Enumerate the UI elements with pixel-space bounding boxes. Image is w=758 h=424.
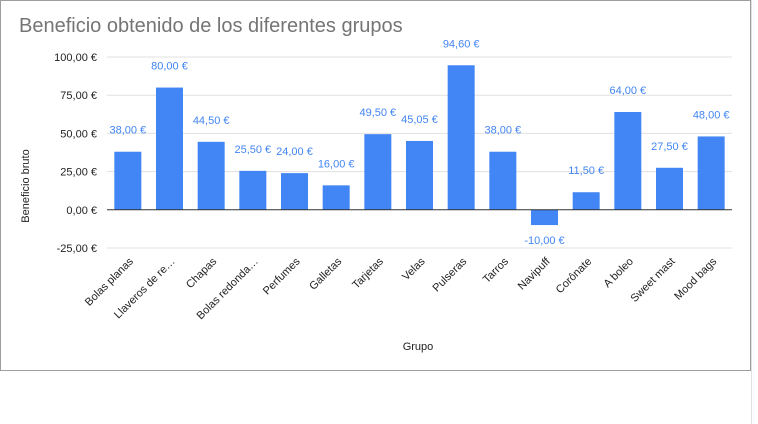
x-tick-label: Corônate — [554, 256, 594, 296]
data-label: 45,05 € — [401, 114, 438, 126]
y-tick-label: -25,00 € — [57, 243, 97, 255]
data-label: 80,00 € — [151, 61, 188, 73]
data-label: 11,50 € — [568, 165, 604, 177]
data-label: 64,00 € — [609, 85, 646, 97]
bar — [197, 141, 225, 210]
bar — [114, 151, 142, 210]
data-label: 38,00 € — [109, 125, 146, 137]
bar — [572, 192, 600, 210]
bar — [447, 65, 475, 210]
x-tick-label: Pulseras — [431, 255, 470, 294]
bar — [364, 134, 392, 210]
data-label: 44,50 € — [193, 115, 230, 127]
data-label: 38,00 € — [484, 125, 521, 137]
data-label: 49,50 € — [359, 107, 396, 119]
bars — [114, 65, 725, 226]
sheet-grid-edge — [751, 0, 758, 424]
y-tick-label: 0,00 € — [66, 205, 97, 217]
bar — [239, 170, 267, 210]
data-label: 24,00 € — [276, 146, 313, 158]
y-tick-label: 50,00 € — [60, 128, 97, 140]
y-axis-title: Beneficio bruto — [20, 149, 32, 222]
y-tick-label: 25,00 € — [60, 167, 97, 179]
x-tick-label: Navipuff — [516, 255, 554, 293]
x-tick-label: Tarjetas — [350, 255, 386, 291]
bar — [489, 151, 517, 210]
bar — [281, 173, 308, 210]
data-label: 48,00 € — [693, 109, 730, 121]
data-label: 94,60 € — [443, 38, 480, 50]
x-tick-label: Galletas — [307, 255, 344, 292]
x-axis-title: Grupo — [403, 341, 434, 353]
bar — [406, 140, 433, 210]
y-tick-label: 75,00 € — [60, 90, 97, 102]
x-tick-label: Chapas — [184, 255, 220, 291]
bar — [531, 209, 558, 226]
bar — [656, 167, 683, 210]
bar — [156, 87, 183, 210]
bar — [322, 185, 350, 210]
data-label: 16,00 € — [318, 158, 355, 170]
x-tick-label: Velas — [400, 255, 428, 283]
data-label: 25,50 € — [234, 144, 271, 156]
x-tick-label: A boleo — [602, 256, 636, 290]
bar — [614, 112, 642, 210]
x-tick-label: Mood bags — [672, 255, 719, 302]
x-tick-label: Tarros — [481, 255, 511, 285]
y-tick-label: 100,00 € — [54, 52, 97, 64]
data-labels: 38,00 € 80,00 € 44,50 € 25,50 € 24,00 € 16,00… — [109, 38, 729, 247]
y-tick-labels: -25,00 € 0,00 € 25,00 € 50,00 € 75,00 € 100,0… — [54, 52, 97, 255]
x-tick-label: Sweet mast — [628, 256, 677, 305]
data-label: -10,00 € — [524, 235, 564, 247]
chart-title: Beneficio obtenido de los diferentes gru… — [19, 15, 403, 37]
x-tick-label: Perfumes — [261, 255, 303, 297]
data-label: 27,50 € — [651, 141, 688, 153]
bar — [697, 136, 725, 210]
